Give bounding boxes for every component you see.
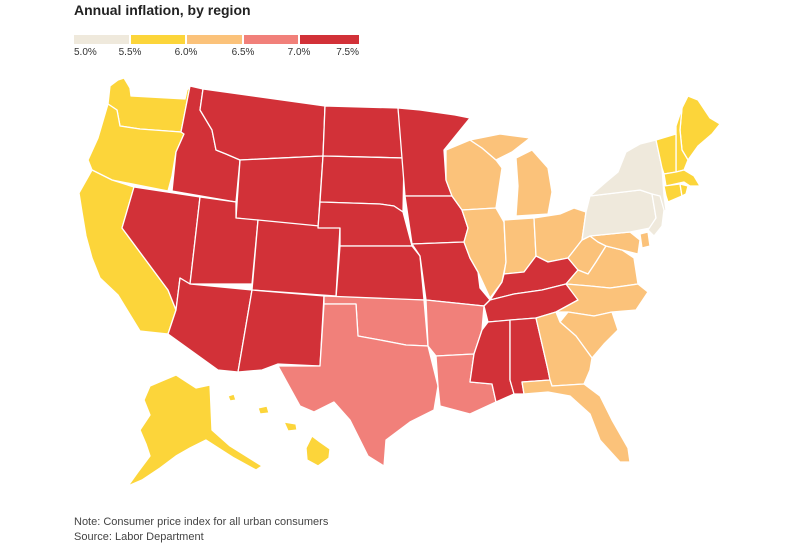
state-oregon[interactable] <box>87 103 185 192</box>
legend-swatch <box>74 35 129 44</box>
region-east-south-central <box>469 255 591 403</box>
state-florida[interactable] <box>521 379 631 463</box>
state-maine[interactable] <box>679 95 721 161</box>
state-north-carolina[interactable] <box>555 283 649 317</box>
state-kansas[interactable] <box>335 245 425 301</box>
state-hawaii-maui[interactable] <box>283 421 298 432</box>
state-hawaii[interactable] <box>305 435 331 467</box>
state-arizona[interactable] <box>167 277 253 373</box>
state-maryland[interactable] <box>589 231 641 255</box>
legend-tick: 7.0% <box>287 47 311 58</box>
state-washington[interactable] <box>107 77 191 133</box>
state-georgia[interactable] <box>535 311 593 387</box>
chart-title: Annual inflation, by region <box>74 2 251 18</box>
legend-swatch <box>131 35 185 44</box>
region-west-north-central <box>317 105 491 307</box>
legend-swatch <box>187 35 242 44</box>
state-michigan-upper[interactable] <box>469 133 531 161</box>
source-text: Source: Labor Department <box>74 531 204 543</box>
region-south-atlantic <box>521 231 651 463</box>
state-illinois[interactable] <box>461 207 507 299</box>
state-colorado[interactable] <box>251 219 341 297</box>
region-west-south-central <box>277 295 497 467</box>
legend-tick: 5.5% <box>118 47 142 58</box>
state-new-mexico[interactable] <box>237 289 325 373</box>
state-alaska[interactable] <box>127 374 263 487</box>
state-texas[interactable] <box>277 303 439 467</box>
state-hawaii-oahu[interactable] <box>257 405 270 415</box>
state-montana[interactable] <box>199 88 326 161</box>
state-rhode-island[interactable] <box>679 183 689 197</box>
legend-tick: 7.5% <box>336 47 359 58</box>
legend-tick: 5.0% <box>74 47 97 58</box>
region-middle-atlantic <box>581 139 667 241</box>
state-north-dakota[interactable] <box>322 105 405 159</box>
state-new-jersey[interactable] <box>647 193 665 237</box>
state-michigan[interactable] <box>515 149 553 217</box>
legend-tick: 6.0% <box>174 47 198 58</box>
legend-swatch <box>300 35 359 44</box>
note-text: Note: Consumer price index for all urban… <box>74 516 329 528</box>
legend-tick: 6.5% <box>231 47 255 58</box>
state-delaware[interactable] <box>639 231 651 249</box>
color-legend: 5.0% 5.5% 6.0% 6.5% 7.0% 7.5% <box>74 32 359 62</box>
region-new-england <box>655 95 721 203</box>
legend-swatch <box>244 35 298 44</box>
state-connecticut[interactable] <box>663 183 683 203</box>
state-hawaii-kauai[interactable] <box>227 393 237 402</box>
state-arkansas[interactable] <box>425 299 485 357</box>
state-wyoming[interactable] <box>235 155 324 229</box>
